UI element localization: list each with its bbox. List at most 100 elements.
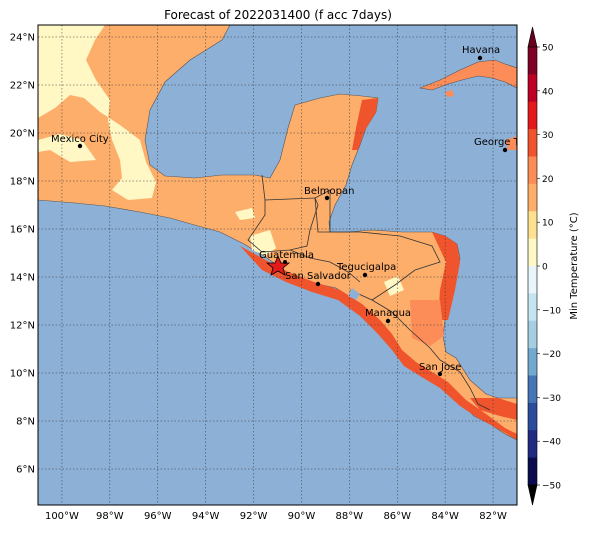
city-label: Mexico City <box>51 134 109 145</box>
lat-tick-label: 12°N <box>10 321 35 332</box>
colorbar-top-extend <box>527 26 538 48</box>
city-label: Belmopan <box>304 186 354 197</box>
colorbar-bottom-extend <box>527 484 538 506</box>
city-markers: Havana Mexico City George Tov Belmopan <box>51 45 530 377</box>
land-mild-guatemala <box>250 230 276 256</box>
lon-tick-label: 86°W <box>383 511 411 522</box>
colorbar-segment <box>528 129 537 157</box>
colorbar-segment <box>528 320 537 349</box>
colorbar-segment <box>528 238 537 267</box>
colorbar-segment <box>528 375 537 404</box>
colorbar-tick-label: 50 <box>542 44 554 54</box>
colorbar-segment <box>528 293 537 322</box>
lat-tick-label: 8°N <box>16 417 35 428</box>
colorbar-segment <box>528 183 537 212</box>
lon-tick-label: 90°W <box>288 511 316 522</box>
lat-tick-label: 20°N <box>10 129 35 140</box>
colorbar-segment <box>528 457 537 486</box>
colorbar-segment <box>528 47 537 75</box>
land-hispaniola-edge <box>505 136 517 150</box>
lat-tick-label: 6°N <box>16 465 35 476</box>
colorbar-tick-label: −40 <box>542 438 561 448</box>
lon-tick-label: 82°W <box>479 511 507 522</box>
lat-tick-label: 22°N <box>10 81 35 92</box>
land-hot-pacific <box>240 246 517 440</box>
colorbar-segment <box>528 402 537 431</box>
colorbar-segment <box>528 266 537 294</box>
city-havana: Havana <box>462 45 500 61</box>
city-label: Managua <box>365 308 411 319</box>
city-label: Guatemala <box>259 250 314 261</box>
colorbar-segment <box>528 74 537 103</box>
land-mild-west <box>38 134 96 162</box>
city-label: Tegucigalpa <box>336 262 396 273</box>
lat-tick-label: 18°N <box>10 177 35 188</box>
colorbar-tick-label: −20 <box>542 350 561 360</box>
colorbar-tick-label: 20 <box>542 175 554 185</box>
city-dot <box>315 281 321 287</box>
colorbar-segment <box>528 156 537 185</box>
lon-tick-label: 98°W <box>96 511 124 522</box>
colorbar-segment <box>528 211 537 240</box>
lon-tick-label: 88°W <box>336 511 364 522</box>
colorbar-segment <box>528 101 537 130</box>
land-hot-caribbean <box>432 232 460 320</box>
colorbar-tick-label: 10 <box>542 219 554 229</box>
city-dot <box>324 195 330 201</box>
gulf-fonseca <box>348 288 360 300</box>
city-dot <box>477 55 483 61</box>
colorbar-segment <box>528 348 537 376</box>
lon-tick-label: 92°W <box>240 511 268 522</box>
city-dot <box>502 147 508 153</box>
lat-tick-label: 16°N <box>10 225 35 236</box>
city-label: San Jose <box>419 362 461 373</box>
lat-tick-label: 14°N <box>10 273 35 284</box>
lat-tick-label: 24°N <box>10 33 35 44</box>
colorbar-tick-label: −30 <box>542 394 561 404</box>
figure-title: Forecast of 2022031400 (f acc 7days) <box>164 8 392 22</box>
city-dot <box>385 318 391 324</box>
lon-tick-label: 84°W <box>431 511 459 522</box>
lat-tick-label: 10°N <box>10 369 35 380</box>
axis-tick-labels: 100°W 98°W 96°W 94°W 92°W 90°W 88°W 86°W 84°W 82°… <box>10 33 507 523</box>
city-label: San Salvador <box>285 271 352 282</box>
city-label: Havana <box>462 45 500 56</box>
city-dot <box>283 260 287 264</box>
lon-tick-label: 100°W <box>45 511 79 522</box>
city-label: George Tov <box>474 137 530 148</box>
city-mexico-city: Mexico City <box>51 134 109 149</box>
city-george-town: George Tov <box>474 137 530 153</box>
land-mild-patch <box>235 208 255 220</box>
city-dot <box>437 371 443 377</box>
country-borders <box>247 174 491 411</box>
city-guatemala: Guatemala <box>259 250 314 276</box>
land-cuba <box>418 59 517 91</box>
map-frame <box>37 24 518 506</box>
land-isla-juventud <box>445 90 454 97</box>
city-san-jose: San Jose <box>419 362 461 377</box>
graticule <box>38 25 517 505</box>
city-belmopan: Belmopan <box>304 186 354 201</box>
colorbar: 50 40 30 20 10 0 −10 −20 −30 −40 −50 <box>527 26 561 506</box>
land-hot-yucatan <box>352 98 378 150</box>
colorbar-tick-label: −50 <box>542 482 561 492</box>
lon-tick-label: 96°W <box>144 511 172 522</box>
colorbar-label: Min Temperature (°C) <box>569 212 580 319</box>
city-dot <box>77 143 83 149</box>
colorbar-tick-label: 0 <box>542 263 548 273</box>
city-san-salvador: San Salvador <box>285 271 352 287</box>
city-tegucigalpa: Tegucigalpa <box>336 262 396 278</box>
colorbar-segment <box>528 430 537 459</box>
colorbar-tick-label: 40 <box>542 87 554 97</box>
map-panel: Havana Mexico City George Tov Belmopan <box>10 24 530 523</box>
colorbar-tick-label: 30 <box>542 131 554 141</box>
land-hot-panama <box>470 398 517 420</box>
lon-tick-label: 94°W <box>192 511 220 522</box>
land-mid-nicaragua <box>410 300 444 346</box>
city-dot <box>362 272 368 278</box>
city-managua: Managua <box>365 308 411 324</box>
colorbar-tick-label: −10 <box>542 306 561 316</box>
land-mild-plateau <box>38 25 156 200</box>
